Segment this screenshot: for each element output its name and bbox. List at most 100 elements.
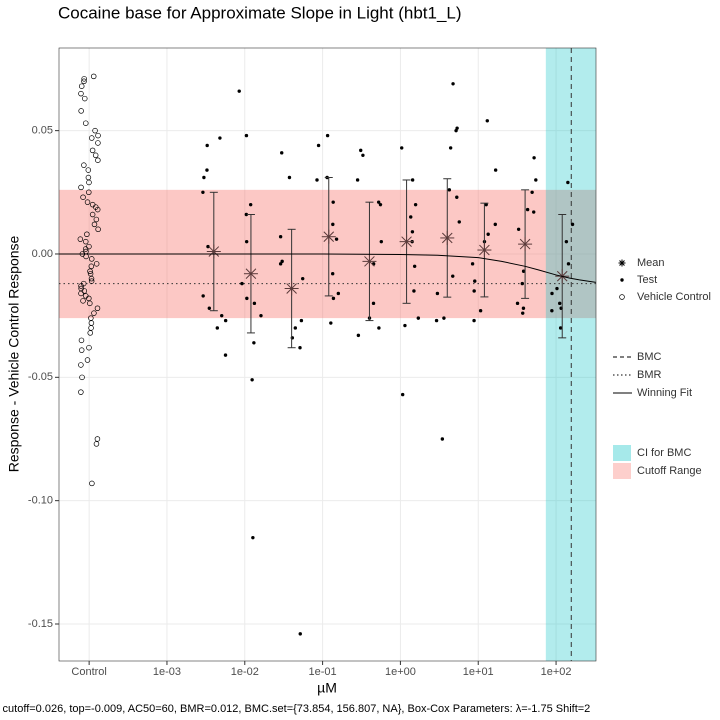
test-point [485, 119, 489, 123]
test-point [434, 318, 439, 323]
test-point [478, 309, 483, 313]
test-point [237, 89, 241, 93]
asterisk-stroke [208, 246, 220, 257]
test-point [525, 207, 530, 212]
legend-label: CI for BMC [637, 447, 691, 459]
vehicle-control-point [86, 344, 92, 351]
test-point [245, 296, 249, 301]
vehicle-control-point [78, 283, 84, 289]
vehicle-control-point [78, 83, 85, 89]
test-point [201, 294, 205, 298]
vehicle-control-point [87, 300, 93, 307]
test-point [413, 202, 418, 207]
vehicle-control-point [82, 95, 88, 102]
test-point [298, 346, 302, 350]
mean-marker [618, 259, 626, 267]
test-point [252, 341, 256, 345]
test-point [378, 202, 383, 207]
test-point [521, 311, 525, 315]
test-point [379, 239, 384, 244]
vehicle-control-point [78, 290, 84, 297]
vehicle-control-point [86, 189, 92, 196]
vehicle-control-point [89, 135, 95, 141]
y-tick-label: 0.00 [32, 248, 53, 260]
vehicle-control-point [95, 140, 101, 146]
x-tick-label: 1e-03 [153, 666, 181, 678]
test-point [280, 259, 284, 264]
vehicle-control-point [79, 374, 85, 381]
test-point [448, 146, 453, 150]
test-point [250, 378, 254, 382]
test-point [457, 220, 461, 224]
fit-line [59, 253, 597, 283]
x-tick-label: Control [71, 666, 106, 678]
x-tick-label: 1e-01 [309, 666, 337, 678]
test-point [331, 296, 336, 301]
asterisk-stroke [323, 231, 335, 243]
test-point [336, 291, 341, 296]
legend-swatch [613, 445, 631, 461]
test-point [550, 291, 554, 296]
test-point [259, 313, 263, 318]
asterisk-stroke [401, 236, 412, 247]
y-axis-label: Response - Vehicle Control Response [6, 235, 22, 472]
mean-marker [440, 230, 455, 245]
vehicle-control-point [94, 206, 101, 213]
test-point [454, 128, 458, 133]
legend-label: Vehicle Control [637, 291, 711, 303]
caption: l, cutoff=0.026, top=-0.009, AC50=60, BM… [0, 703, 590, 715]
vehicle-control-point [95, 226, 101, 233]
vehicle-control-point [91, 221, 98, 228]
vehicle-control-point [78, 90, 84, 97]
x-tick-label: 1e-02 [231, 666, 259, 678]
test-point [223, 353, 228, 357]
y-tick-label: -0.05 [28, 371, 53, 383]
test-point [361, 153, 365, 158]
vehicle-control-point [89, 211, 96, 218]
vehicle-control-point [94, 305, 101, 311]
x-tick-label: 1e+01 [463, 666, 494, 678]
test-point [555, 286, 559, 291]
mean-marker [243, 266, 258, 281]
vehicle-control-point [88, 256, 95, 262]
test-point [416, 316, 421, 320]
test-point [223, 318, 228, 323]
test-point [472, 318, 476, 323]
vehicle-control-point [88, 275, 95, 282]
test-point [470, 262, 475, 266]
test-point [400, 392, 405, 397]
vehicle-control-point [91, 310, 97, 316]
test-point [558, 326, 563, 330]
vehicle-control-point [78, 337, 85, 344]
test-point [331, 200, 335, 204]
test-point [293, 326, 298, 330]
test-point [287, 175, 292, 180]
test-point [451, 274, 455, 278]
vehicle-control-point [78, 347, 85, 353]
test-point [403, 323, 407, 328]
mean-marker [399, 234, 414, 249]
asterisk-stroke [245, 268, 257, 280]
mean-marker [321, 229, 336, 244]
vehicle-control-point [84, 357, 91, 363]
vehicle-control-point [81, 76, 87, 82]
vehicle-control-point [88, 278, 95, 284]
asterisk-stroke [519, 238, 531, 250]
test-point [558, 301, 562, 306]
test-point [252, 301, 257, 306]
test-point [278, 235, 283, 239]
test-point [299, 318, 304, 323]
mean-marker [477, 243, 492, 258]
test-point [532, 156, 536, 160]
vehicle-control-point [87, 268, 93, 274]
test-point [315, 178, 319, 182]
test-point [248, 202, 253, 207]
test-point [334, 237, 339, 241]
x-axis-label: µM [317, 680, 337, 696]
test-point [377, 326, 381, 330]
vehicle-control-point [84, 199, 91, 205]
test-point [240, 281, 244, 286]
test-point [534, 178, 538, 182]
test-point [376, 200, 381, 204]
test-point [440, 437, 445, 441]
